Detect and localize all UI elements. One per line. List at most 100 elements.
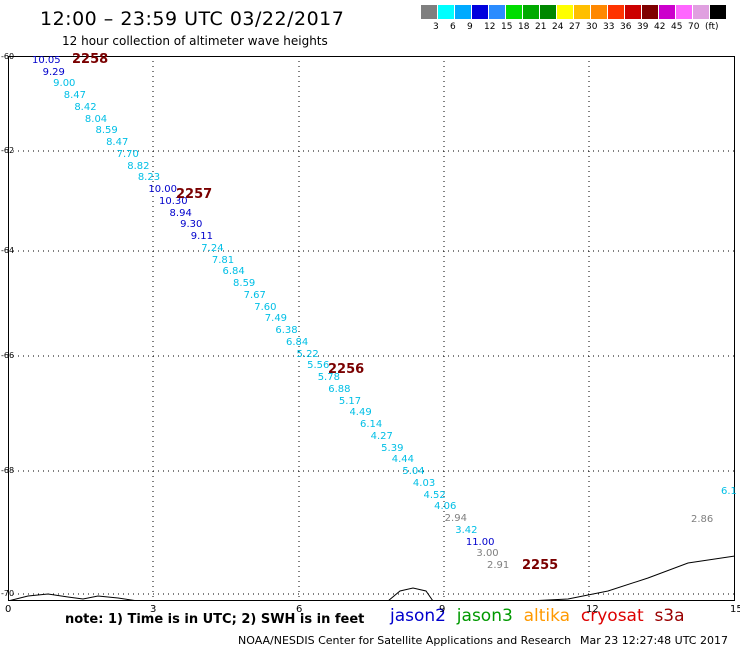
wave-height-label: 7.49 — [264, 313, 288, 325]
wave-height-label: 9.11 — [190, 231, 213, 243]
pass-label-2255: 2255 — [522, 558, 559, 573]
wave-height-label: 9.29 — [42, 66, 65, 78]
wave-height-label: 4.27 — [370, 430, 393, 442]
y-tick-label: -64 — [1, 246, 15, 255]
colorbar-swatch — [676, 5, 692, 19]
y-tick-label: -68 — [1, 466, 15, 475]
chart-subtitle: 12 hour collection of altimeter wave hei… — [62, 34, 328, 48]
wave-height-label: 2.94 — [444, 513, 467, 525]
colorbar-swatch — [506, 5, 522, 19]
wave-height-label: 4.06 — [434, 501, 457, 513]
colorbar-tick: 42 — [654, 22, 666, 32]
wave-height-label: 5.78 — [317, 372, 340, 384]
wave-height-label: 2.91 — [487, 560, 510, 571]
wave-height-label: 4.49 — [349, 407, 372, 419]
wave-height-label: 5.22 — [296, 348, 319, 360]
wave-height-label: 6.88 — [328, 383, 351, 395]
colorbar-swatch — [710, 5, 726, 19]
colorbar-tick: 12 — [484, 22, 496, 32]
colorbar-swatch — [591, 5, 607, 19]
wave-height-label: 8.59 — [233, 278, 256, 290]
colorbar-tick: 9 — [467, 22, 473, 32]
wave-height-label: 7.24 — [201, 242, 224, 254]
satellite-legend: jason2 jason3 altika cryosat s3a — [390, 606, 685, 626]
colorbar-swatch — [540, 5, 556, 19]
wave-height-label: 10.30 — [158, 195, 188, 207]
colorbar-swatch — [625, 5, 641, 19]
legend-jason3: jason3 — [456, 606, 524, 626]
wave-label-edge: 6.1 — [721, 486, 737, 497]
wave-height-label: 3.00 — [476, 548, 499, 560]
x-tick-label: 6 — [296, 604, 303, 615]
wave-height-label: 9.30 — [180, 219, 203, 231]
colorbar-swatch — [574, 5, 590, 19]
colorbar-tick: 27 — [569, 22, 581, 32]
colorbar-tick: 6 — [450, 22, 456, 32]
wave-height-label: 10.05 — [32, 55, 61, 66]
coastline — [8, 555, 735, 601]
x-tick-label: 0 — [5, 604, 12, 615]
plot-border — [8, 56, 735, 601]
wave-height-label: 8.04 — [84, 113, 108, 125]
wave-label-extra: 2.86 — [691, 514, 714, 525]
y-tick-label: -62 — [1, 146, 15, 155]
wave-height-label: 6.84 — [285, 336, 309, 348]
pass-label-2258: 2258 — [72, 52, 109, 67]
colorbar-swatch — [642, 5, 658, 19]
note-text: note: 1) Time is in UTC; 2) SWH is in fe… — [65, 612, 365, 627]
wave-height-label: 5.04 — [402, 466, 425, 478]
colorbar-tick: 36 — [620, 22, 632, 32]
colorbar-tick: 24 — [552, 22, 564, 32]
colorbar-swatch — [472, 5, 488, 19]
pass-label-2256: 2256 — [328, 362, 365, 377]
legend-altika: altika — [523, 606, 581, 626]
wave-height-label: 4.52 — [423, 489, 446, 501]
wave-height-label: 8.42 — [74, 101, 97, 113]
y-tick-label: -66 — [1, 351, 15, 360]
x-tick-label: 12 — [586, 604, 599, 615]
colorbar-swatch — [438, 5, 454, 19]
footer-org: NOAA/NESDIS Center for Satellite Applica… — [238, 634, 572, 647]
wave-height-label: 8.47 — [63, 90, 86, 102]
legend-jason2: jason2 — [390, 606, 457, 626]
y-tick-label: -70 — [1, 589, 15, 598]
pass-label-2257: 2257 — [176, 187, 213, 202]
legend-s3a: s3a — [654, 606, 685, 626]
wave-height-label: 5.56 — [307, 360, 330, 372]
colorbar-tick: 15 — [501, 22, 513, 32]
legend-cryosat: cryosat — [580, 606, 655, 626]
wave-height-label: 6.14 — [360, 419, 383, 431]
wave-height-label: 10.00 — [148, 184, 178, 196]
wave-height-label: 6.38 — [275, 325, 298, 337]
grid — [8, 56, 735, 601]
wave-height-label: 7.81 — [211, 254, 235, 266]
wave-height-label: 11.00 — [465, 536, 495, 548]
x-tick-label: 3 — [150, 604, 157, 615]
colorbar-swatch — [557, 5, 573, 19]
colorbar-tick: 45 — [671, 22, 683, 32]
wave-height-label: 8.59 — [95, 125, 118, 137]
y-tick-label: -60 — [1, 52, 15, 61]
wave-height-label: 7.60 — [254, 301, 277, 313]
wave-height-label: 8.23 — [137, 172, 161, 184]
wave-height-label: 8.82 — [127, 160, 150, 172]
colorbar-swatch — [489, 5, 505, 19]
chart-title: 12:00 – 23:59 UTC 03/22/2017 — [40, 8, 345, 30]
wave-height-label: 5.39 — [381, 442, 404, 454]
colorbar-swatch — [455, 5, 471, 19]
x-tick-label: 9 — [439, 604, 446, 615]
colorbar-swatch — [421, 5, 437, 19]
colorbar-tick: 18 — [518, 22, 530, 32]
wave-height-label: 3.42 — [455, 524, 478, 536]
colorbar-swatch — [659, 5, 675, 19]
colorbar-tick: 39 — [637, 22, 649, 32]
colorbar-tick: 70 — [688, 22, 700, 32]
wave-height-label: 4.03 — [412, 477, 436, 489]
colorbar-swatch — [693, 5, 709, 19]
colorbar-swatch — [523, 5, 539, 19]
colorbar-tick: 33 — [603, 22, 615, 32]
wave-height-label: 7.67 — [243, 289, 266, 301]
x-tick-label: 15 — [730, 604, 740, 615]
wave-height-label: 9.00 — [53, 78, 76, 90]
colorbar-tick: 21 — [535, 22, 547, 32]
